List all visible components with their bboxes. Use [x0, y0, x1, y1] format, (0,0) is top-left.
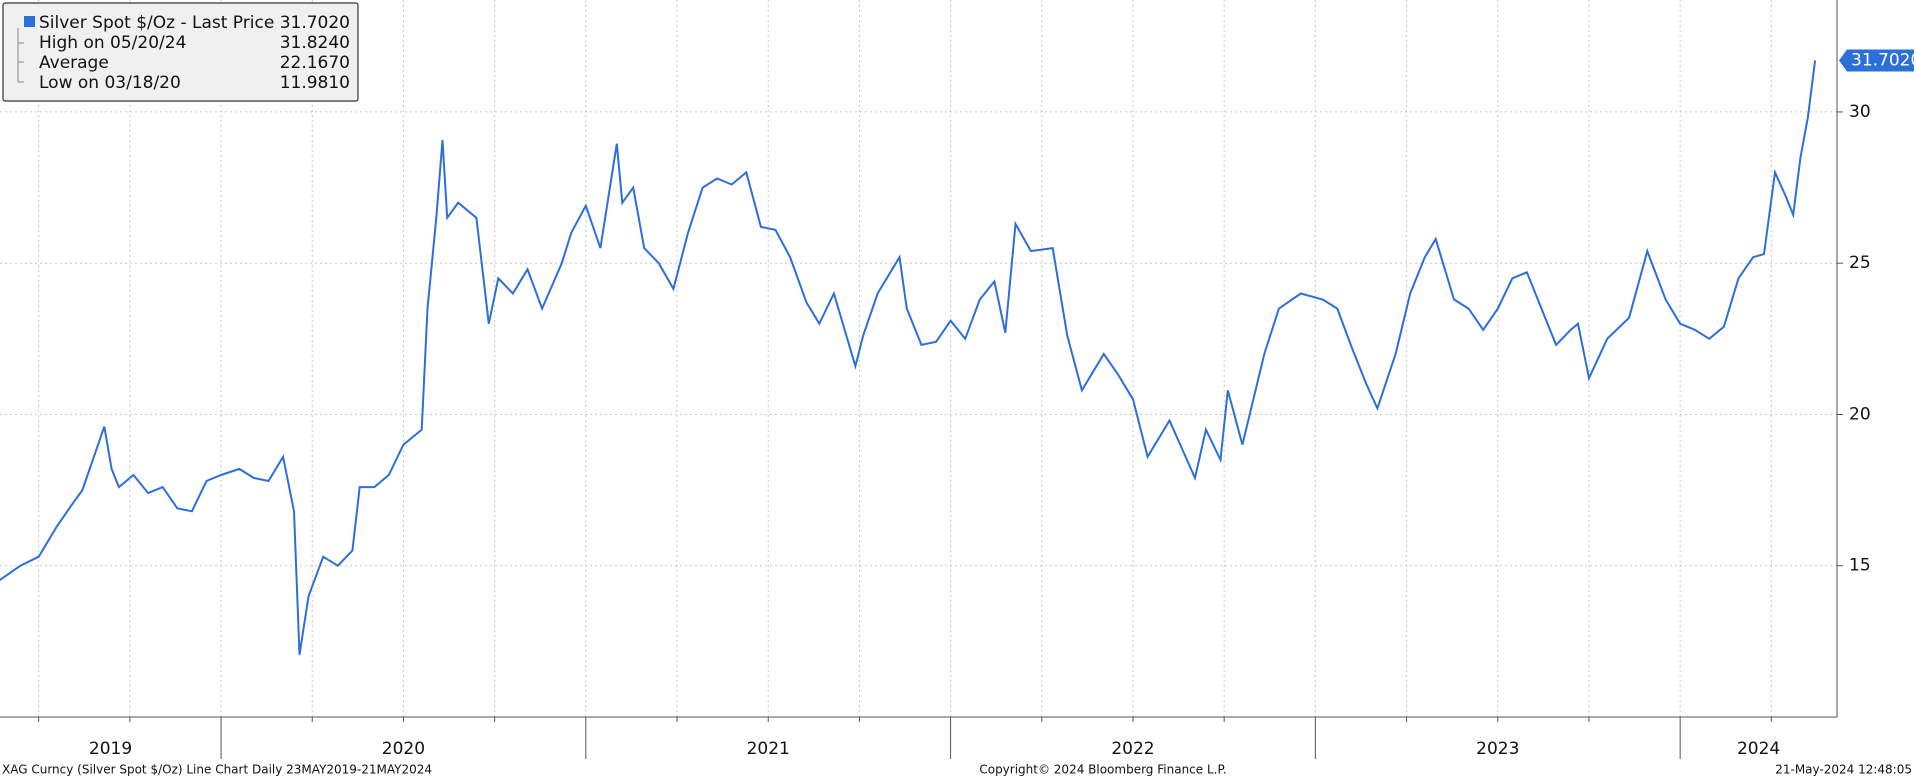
x-tick-label: 2024	[1737, 739, 1780, 759]
legend-box	[2, 2, 359, 102]
x-tick-label: 2021	[747, 739, 790, 759]
footer-right: 21-May-2024 12:48:05	[1775, 763, 1912, 777]
legend-stat-name: Low on 03/18/20	[39, 73, 181, 93]
y-tick-label: 30	[1849, 102, 1871, 122]
legend-stat-value: 31.8240	[280, 33, 350, 53]
footer-center: Copyright© 2024 Bloomberg Finance L.P.	[979, 763, 1226, 777]
footer-left: XAG Curncy (Silver Spot $/Oz) Line Chart…	[2, 763, 432, 777]
legend-name: Silver Spot $/Oz - Last Price	[39, 13, 274, 33]
price-line	[0, 60, 1817, 655]
legend-tree	[17, 28, 24, 83]
x-tick-label: 2020	[382, 739, 425, 759]
x-tick-label: 2022	[1111, 739, 1154, 759]
legend-stat-value: 11.9810	[280, 73, 350, 93]
legend-stat-name: High on 05/20/24	[39, 33, 186, 53]
legend-value: 31.7020	[280, 13, 350, 33]
y-tick-label: 15	[1849, 556, 1871, 576]
x-tick-label: 2019	[89, 739, 132, 759]
last-price-marker	[1839, 49, 1914, 72]
legend-swatch	[24, 16, 35, 27]
x-tick-label: 2023	[1476, 739, 1519, 759]
y-tick-label: 20	[1849, 404, 1871, 424]
legend-stat-name: Average	[39, 53, 109, 73]
y-tick-label: 25	[1849, 253, 1871, 273]
last-price-label: 31.7020	[1851, 50, 1916, 70]
legend-stat-value: 22.1670	[280, 53, 350, 73]
